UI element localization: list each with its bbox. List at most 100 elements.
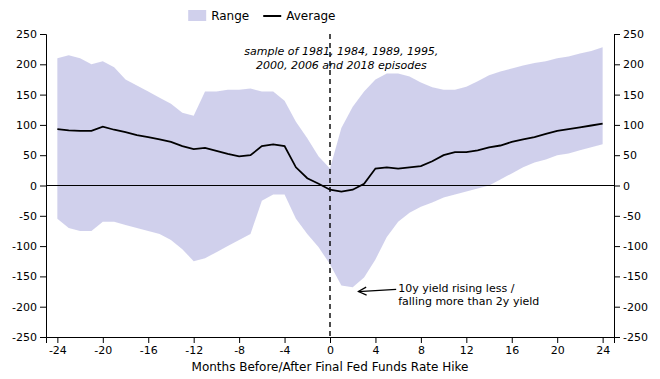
legend-label: Average bbox=[286, 9, 335, 23]
tick-label: -50 bbox=[623, 210, 641, 223]
tick-mark bbox=[40, 186, 46, 187]
tick: -100 bbox=[614, 240, 648, 253]
tick-label: -8 bbox=[234, 344, 245, 357]
zero-line bbox=[46, 185, 614, 186]
tick-label: 200 bbox=[16, 58, 37, 71]
tick-label: -100 bbox=[623, 240, 648, 253]
annotation-arrow bbox=[358, 289, 396, 291]
tick-label: -200 bbox=[623, 301, 648, 314]
tick: -150 bbox=[614, 270, 648, 283]
legend-item: Range bbox=[188, 9, 249, 23]
tick-label: 0 bbox=[327, 344, 334, 357]
tick: 20 bbox=[551, 337, 565, 357]
y-axis: -250-200-150-100-50050100150200250 bbox=[12, 28, 46, 344]
legend-label: Range bbox=[211, 9, 249, 23]
tick: 50 bbox=[23, 149, 46, 162]
tick-label: 250 bbox=[623, 28, 644, 41]
tick-mark bbox=[40, 34, 46, 35]
tick-label: 4 bbox=[372, 344, 379, 357]
tick: -200 bbox=[12, 301, 46, 314]
tick-mark bbox=[239, 337, 240, 343]
tick-mark bbox=[40, 95, 46, 96]
tick-mark bbox=[614, 95, 620, 96]
tick-label: -150 bbox=[12, 270, 37, 283]
tick: 100 bbox=[614, 119, 644, 132]
tick: 0 bbox=[614, 180, 630, 193]
tick: 250 bbox=[16, 28, 46, 41]
tick-mark bbox=[614, 307, 620, 308]
tick-mark bbox=[466, 337, 467, 343]
tick-mark bbox=[40, 337, 46, 338]
tick-label: 50 bbox=[623, 149, 637, 162]
tick-mark bbox=[614, 125, 620, 126]
tick-mark bbox=[614, 337, 620, 338]
tick: -16 bbox=[140, 337, 158, 357]
tick: -20 bbox=[94, 337, 112, 357]
tick: 16 bbox=[505, 337, 519, 357]
tick-mark bbox=[557, 337, 558, 343]
tick-label: 16 bbox=[505, 344, 519, 357]
tick: -24 bbox=[49, 337, 67, 357]
tick-mark bbox=[194, 337, 195, 343]
tick-label: -100 bbox=[12, 240, 37, 253]
tick: 12 bbox=[460, 337, 474, 357]
tick-label: 150 bbox=[623, 89, 644, 102]
tick-label: 50 bbox=[23, 149, 37, 162]
tick-label: 250 bbox=[16, 28, 37, 41]
x-axis-title: Months Before/After Final Fed Funds Rate… bbox=[192, 360, 469, 374]
tick: -250 bbox=[12, 331, 46, 344]
y-axis-line bbox=[40, 35, 47, 338]
tick: -50 bbox=[614, 210, 641, 223]
tick-label: -20 bbox=[94, 344, 112, 357]
tick-label: -150 bbox=[623, 270, 648, 283]
tick: 0 bbox=[327, 337, 334, 357]
tick-label: 8 bbox=[418, 344, 425, 357]
tick-mark bbox=[375, 337, 376, 343]
tick-label: -200 bbox=[12, 301, 37, 314]
chart-svg: -24-20-16-12-8-404812162024-250-200-150-… bbox=[0, 0, 660, 379]
tick-label: -50 bbox=[19, 210, 37, 223]
y2-axis: -250 -200 -150 -100 -50 0 50 100 150 200 250 bbox=[614, 28, 648, 344]
marks bbox=[46, 34, 614, 337]
tick-mark bbox=[148, 337, 149, 343]
tick-mark bbox=[285, 337, 286, 343]
tick: -200 bbox=[614, 301, 648, 314]
tick-mark bbox=[603, 337, 604, 343]
tick-label: -250 bbox=[623, 331, 648, 344]
tick-mark bbox=[40, 216, 46, 217]
tick-label: -250 bbox=[12, 331, 37, 344]
tick: 50 bbox=[614, 149, 637, 162]
tick-label: 0 bbox=[30, 180, 37, 193]
tick-mark bbox=[40, 155, 46, 156]
tick: 24 bbox=[596, 337, 610, 357]
tick-label: 200 bbox=[623, 58, 644, 71]
tick-label: -12 bbox=[185, 344, 203, 357]
tick-label: -16 bbox=[140, 344, 158, 357]
legend-swatch bbox=[188, 10, 206, 21]
tick: -150 bbox=[12, 270, 46, 283]
tick: 250 bbox=[614, 28, 644, 41]
tick-mark bbox=[40, 307, 46, 308]
tick-mark bbox=[57, 337, 58, 343]
tick: 150 bbox=[614, 89, 644, 102]
x-axis-line bbox=[47, 338, 615, 344]
tick: 150 bbox=[16, 89, 46, 102]
tick-mark bbox=[421, 337, 422, 343]
tick-label: 0 bbox=[623, 180, 630, 193]
tick: -4 bbox=[280, 337, 291, 357]
tick-mark bbox=[103, 337, 104, 343]
tick-mark bbox=[614, 246, 620, 247]
tick-mark bbox=[614, 186, 620, 187]
x-axis: -24 -20 -16 -12 -8 -4 0 4 8 12 16 20 24 bbox=[47, 337, 615, 357]
subtitle: sample of 1981, 1984, 1989, 1995,2000, 2… bbox=[244, 45, 438, 71]
tick-mark bbox=[614, 155, 620, 156]
tick: 4 bbox=[372, 337, 379, 357]
legend-item: Average bbox=[263, 9, 335, 23]
tick: 0 bbox=[30, 180, 46, 193]
tick-label: 150 bbox=[16, 89, 37, 102]
legend-swatch bbox=[263, 15, 281, 17]
tick-label: 12 bbox=[460, 344, 474, 357]
tick-label: 20 bbox=[551, 344, 565, 357]
legend: Range Average bbox=[188, 9, 335, 23]
tick-label: -4 bbox=[280, 344, 291, 357]
